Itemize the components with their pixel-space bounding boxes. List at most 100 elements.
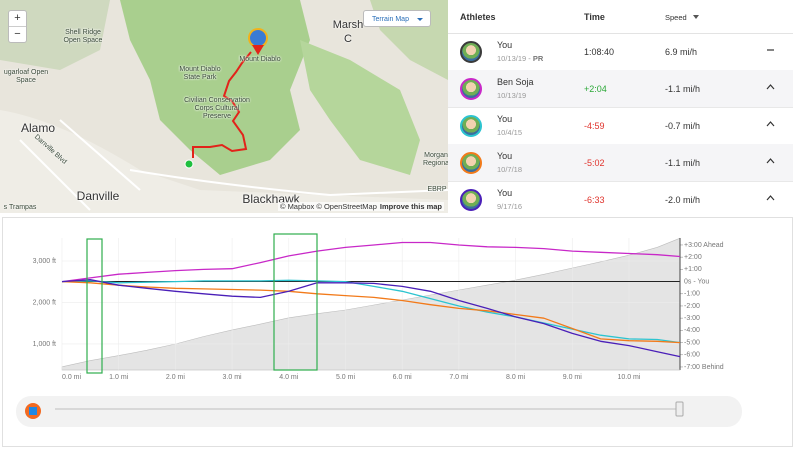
y2-tick-label: -4:00 xyxy=(684,327,700,334)
slider-handle[interactable] xyxy=(675,401,684,417)
speed: -0.7 mi/h xyxy=(665,121,701,131)
comparison-line xyxy=(61,241,681,283)
athlete-pin[interactable] xyxy=(248,28,268,48)
map-label: Civilian Conservation Corps Cultural Pre… xyxy=(184,97,250,120)
y2-tick-label: +2:00 xyxy=(684,254,702,261)
avatar xyxy=(460,152,482,174)
header-time: Time xyxy=(584,12,605,22)
valley xyxy=(0,110,448,213)
time: 1:08:40 xyxy=(584,47,615,57)
route xyxy=(192,51,252,158)
map-label: EBRP xyxy=(427,186,447,193)
header-speed[interactable]: Speed xyxy=(665,13,687,22)
time: +2:04 xyxy=(584,84,607,94)
comparison-line xyxy=(61,280,681,344)
avatar xyxy=(460,41,482,63)
time: -5:02 xyxy=(584,158,605,168)
comparison-line xyxy=(61,279,681,358)
comparison-line xyxy=(61,279,681,344)
chart-panel: 0.0 mi 1.0 mi 2.0 mi 3.0 mi 4.0 mi 5.0 mi 6.0 … xyxy=(2,217,793,447)
x-tick-label: 9.0 mi xyxy=(563,374,583,381)
speed: 6.9 mi/h xyxy=(665,47,698,57)
map-label: s Trampas xyxy=(3,204,37,211)
expand-icon[interactable] xyxy=(766,82,776,92)
highlight-box xyxy=(86,238,103,374)
y2-tick-label: -7:00 Behind xyxy=(684,364,724,371)
highlight-box xyxy=(273,233,318,371)
pin-tip xyxy=(252,45,264,55)
avatar xyxy=(460,78,482,100)
map-label: Morgan Regiona xyxy=(422,152,448,167)
y2-tick-label: +3:00 Ahead xyxy=(684,242,724,249)
zoom-in[interactable]: + xyxy=(14,12,21,24)
athlete-name: You xyxy=(497,114,513,124)
y2-tick-label: -2:00 xyxy=(684,303,700,310)
x-tick-label: 7.0 mi xyxy=(449,374,469,381)
y2-tick-label: 0s - You xyxy=(684,278,709,285)
table-row[interactable]: You 10/13/19 - PR 1:08:40 6.9 mi/h xyxy=(448,33,793,71)
map[interactable]: Shell Ridge Open Space ugarloaf Open Spa… xyxy=(0,0,448,213)
x-tick-label: 6.0 mi xyxy=(393,374,413,381)
y2-tick-label: -5:00 xyxy=(684,339,700,346)
time: -4:59 xyxy=(584,121,605,131)
collapse-icon[interactable] xyxy=(766,45,776,55)
table-row[interactable]: Ben Soja 10/13/19 +2:04 -1.1 mi/h xyxy=(448,70,793,108)
town-label: Danville xyxy=(76,189,120,203)
park-area xyxy=(120,0,310,175)
effort-date: 10/7/18 xyxy=(497,165,523,174)
speed: -1.1 mi/h xyxy=(665,158,701,168)
table-row[interactable]: You 10/7/18 -5:02 -1.1 mi/h xyxy=(448,144,793,182)
effort-date: 10/4/15 xyxy=(497,128,523,137)
start-marker xyxy=(184,159,194,169)
zoom-out[interactable]: − xyxy=(9,26,26,42)
chart: 0.0 mi 1.0 mi 2.0 mi 3.0 mi 4.0 mi 5.0 mi 6.0 … xyxy=(16,233,742,427)
y2-tick-label: -6:00 xyxy=(684,352,700,359)
expand-icon[interactable] xyxy=(766,193,776,203)
zoom-control: + − xyxy=(8,10,27,43)
x-tick-label: 8.0 mi xyxy=(506,374,526,381)
improve-link[interactable]: Improve this map xyxy=(379,202,442,211)
road xyxy=(19,119,448,211)
time: -6:33 xyxy=(584,195,605,205)
park-area xyxy=(300,40,420,175)
elevation-area xyxy=(61,237,681,371)
athlete-name: Ben Soja xyxy=(497,77,534,87)
effort-date: 10/13/19 xyxy=(497,91,527,100)
map-label: ugarloaf Open Space xyxy=(3,69,49,84)
town-label: Alamo xyxy=(20,121,55,135)
expand-icon[interactable] xyxy=(766,119,776,129)
map-style-button[interactable]: Terrain Map xyxy=(363,10,431,27)
athlete-name: You xyxy=(497,151,513,161)
x-tick-label: 2.0 mi xyxy=(166,374,186,381)
map-label: Mount Diablo xyxy=(239,56,281,63)
table-row[interactable]: You 10/4/15 -4:59 -0.7 mi/h xyxy=(448,107,793,145)
header-athletes: Athletes xyxy=(460,12,496,22)
expand-icon[interactable] xyxy=(766,156,776,166)
y2-tick-label: +1:00 xyxy=(684,266,702,273)
playback-bar xyxy=(16,396,742,427)
map-label: Marsh C xyxy=(332,19,364,45)
x-tick-label: 10.0 mi xyxy=(617,374,640,381)
speed: -2.0 mi/h xyxy=(665,195,701,205)
effort-date: 9/17/16 xyxy=(497,202,523,211)
y-tick-label: 1,000 ft xyxy=(33,341,56,348)
avatar xyxy=(460,115,482,137)
x-tick-label: 5.0 mi xyxy=(336,374,356,381)
attribution-text: © Mapbox © OpenStreetMap xyxy=(279,202,377,211)
athlete-name: You xyxy=(497,188,513,198)
pr-badge: PR xyxy=(532,54,544,63)
separator: - xyxy=(528,54,531,63)
table-row[interactable]: You 9/17/16 -6:33 -2.0 mi/h xyxy=(448,181,793,218)
x-tick-label: 3.0 mi xyxy=(223,374,243,381)
map-label: Shell Ridge Open Space xyxy=(63,29,103,44)
y2-tick-label: -3:00 xyxy=(684,315,700,322)
sort-icon xyxy=(693,15,699,19)
y-tick-label: 3,000 ft xyxy=(33,258,56,265)
date: 10/13/19 xyxy=(497,54,527,63)
map-label: Mount Diablo State Park xyxy=(179,66,221,81)
table-header: Athletes Time Speed xyxy=(448,0,793,34)
athletes-table: Athletes Time Speed You 10/13/19 - PR 1:… xyxy=(448,0,793,213)
play-icon xyxy=(29,407,37,415)
speed: -1.1 mi/h xyxy=(665,84,701,94)
